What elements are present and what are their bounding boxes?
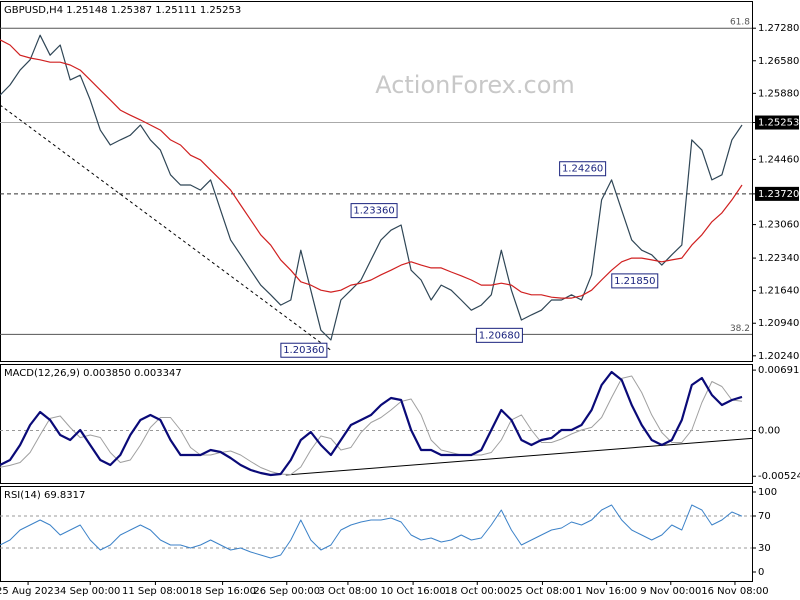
annotation-box xyxy=(280,342,328,358)
annotation-label: 1.24260 xyxy=(562,164,603,175)
y-tick-label: 1.20240 xyxy=(758,351,799,362)
watermark: ActionForex.com xyxy=(375,71,575,99)
y-tick-label: 1.25253 xyxy=(758,118,799,129)
x-tick-label: 18 Oct 00:00 xyxy=(445,586,510,597)
x-tick-label: 25 Oct 08:00 xyxy=(510,586,575,597)
annotation-box xyxy=(559,161,607,177)
y-tick-label: 0.006915 xyxy=(758,365,800,376)
y-tick-label: 1.23060 xyxy=(758,220,799,231)
y-tick-box xyxy=(755,186,799,201)
annotation-box xyxy=(611,273,659,289)
x-tick-label: 1 Nov 16:00 xyxy=(576,586,637,597)
y-tick-label: 30 xyxy=(758,543,771,554)
y-tick-box xyxy=(755,115,799,130)
panel-title: MACD(12,26,9) 0.003850 0.003347 xyxy=(4,368,182,379)
trend-line xyxy=(0,104,332,351)
y-tick-label: 1.27280 xyxy=(758,23,799,34)
panel-frame xyxy=(0,364,753,484)
x-tick-label: 25 Aug 2023 xyxy=(0,586,60,597)
x-tick-label: 4 Sep 00:00 xyxy=(60,586,120,597)
x-tick-label: 10 Oct 16:00 xyxy=(380,586,445,597)
y-tick-label: 1.21640 xyxy=(758,286,799,297)
y-tick-label: 100 xyxy=(758,487,777,498)
y-tick-label: 1.25880 xyxy=(758,88,799,99)
panel-title: GBPUSD,H4 1.25148 1.25387 1.25111 1.2525… xyxy=(4,5,241,16)
series-line xyxy=(0,504,743,559)
panel-frame xyxy=(0,486,753,582)
x-tick-label: 9 Nov 00:00 xyxy=(640,586,701,597)
y-tick-label: 1.22340 xyxy=(758,253,799,264)
fib-label: 38.2 xyxy=(730,324,750,334)
y-tick-label: 1.23720 xyxy=(758,189,799,200)
x-tick-label: 18 Sep 16:00 xyxy=(189,586,256,597)
y-tick-label: -0.005241 xyxy=(758,471,800,482)
series-line xyxy=(0,34,743,341)
annotation-label: 1.23360 xyxy=(353,206,394,217)
annotation-box xyxy=(350,203,398,219)
y-tick-label: 70 xyxy=(758,511,771,522)
series-line xyxy=(0,39,743,299)
annotation-label: 1.21850 xyxy=(614,276,655,287)
x-tick-label: 16 Nov 08:00 xyxy=(701,586,768,597)
y-tick-label: 1.26580 xyxy=(758,56,799,67)
annotation-box xyxy=(475,327,523,343)
x-tick-label: 26 Sep 00:00 xyxy=(253,586,320,597)
annotation-label: 1.20680 xyxy=(479,330,520,341)
panel-frame xyxy=(0,1,753,362)
series-line xyxy=(0,370,743,477)
x-tick-label: 11 Sep 08:00 xyxy=(122,586,189,597)
trend-line xyxy=(285,437,753,476)
x-tick-label: 3 Oct 08:00 xyxy=(319,586,378,597)
panel-title: RSI(14) 69.8317 xyxy=(4,490,85,501)
y-tick-label: 1.24460 xyxy=(758,154,799,165)
fib-label: 61.8 xyxy=(730,18,750,28)
series-line xyxy=(0,375,743,475)
y-tick-label: 0.00 xyxy=(758,425,780,436)
y-tick-label: 1.20940 xyxy=(758,318,799,329)
annotation-label: 1.20360 xyxy=(283,345,324,356)
y-tick-label: 0 xyxy=(758,567,764,578)
